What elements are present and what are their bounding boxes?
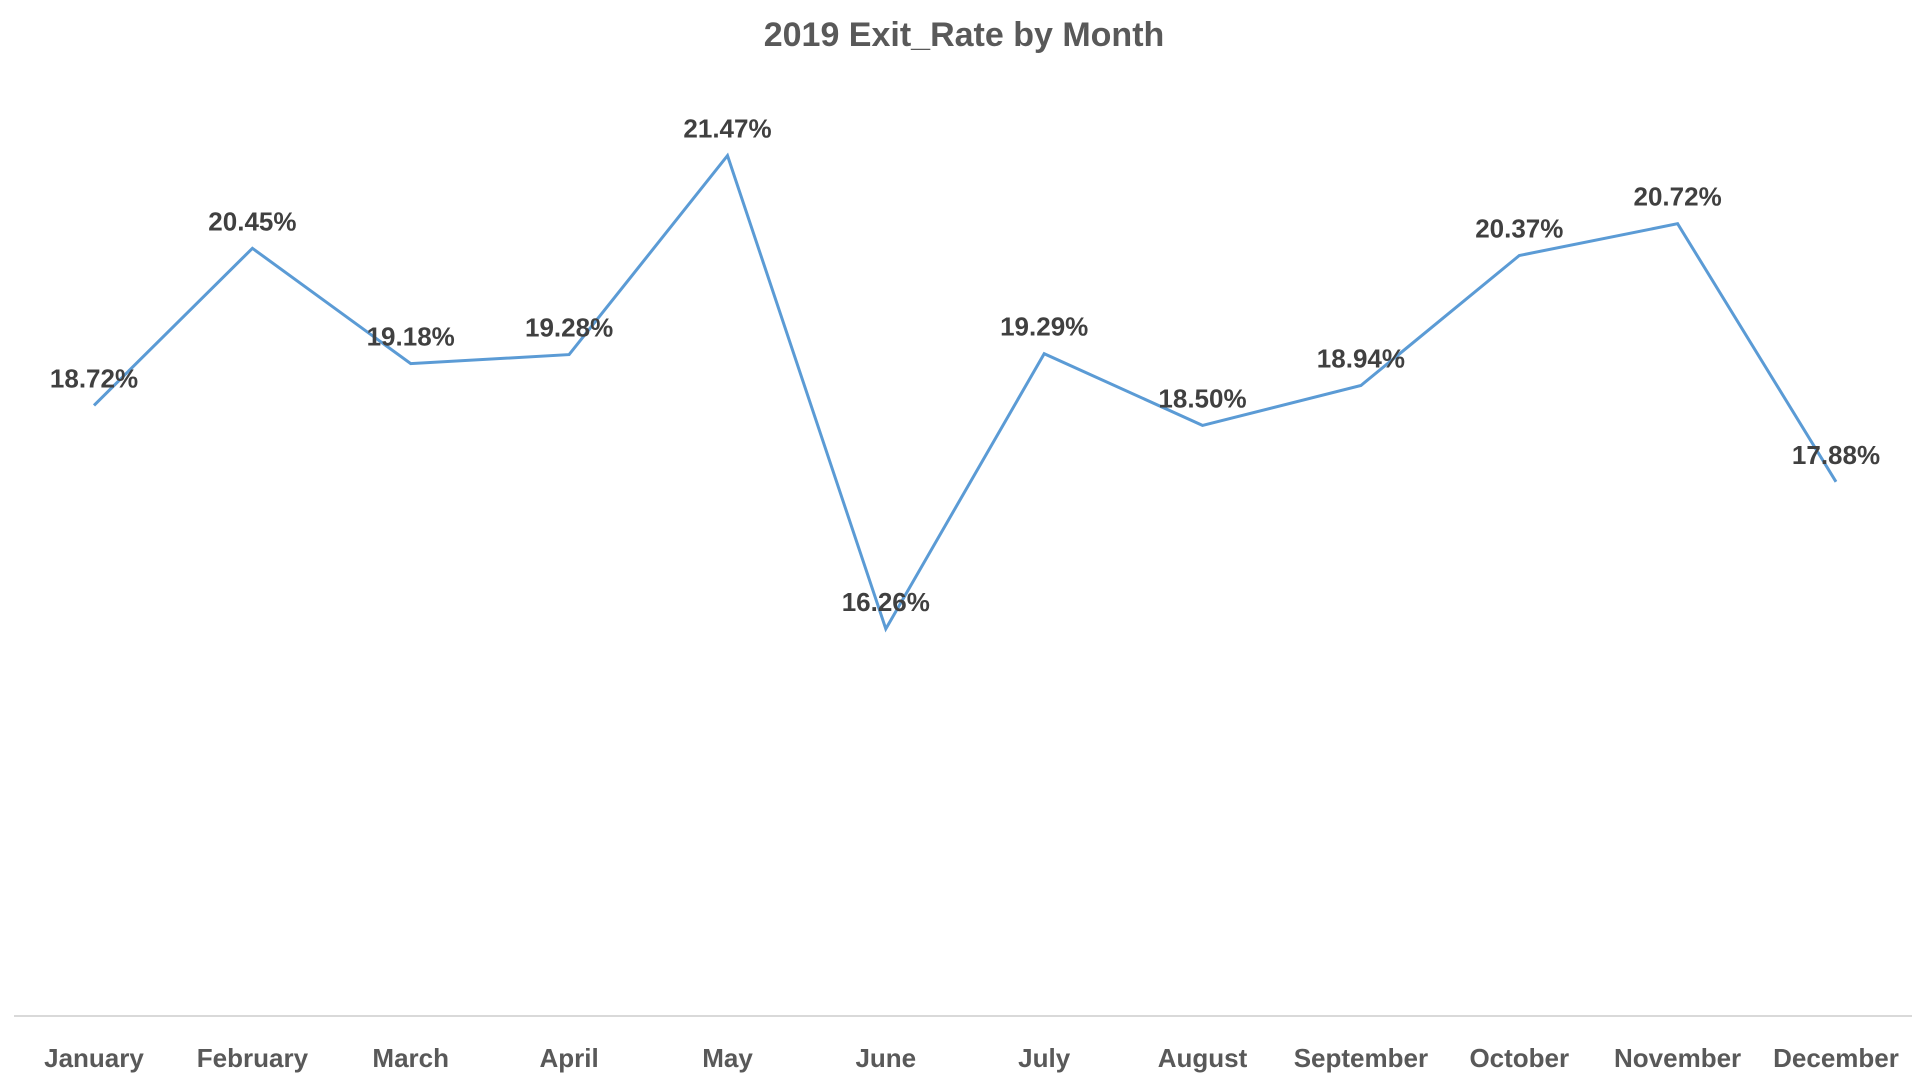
chart-title: 2019 Exit_Rate by Month xyxy=(764,16,1165,54)
data-label: 20.37% xyxy=(1475,214,1563,244)
data-labels: 18.72% 20.45% 19.18% 19.28% 21.47% 16.26% 19.2… xyxy=(50,114,1880,617)
x-tick-label: December xyxy=(1773,1043,1899,1073)
x-tick-label: November xyxy=(1614,1043,1741,1073)
x-tick-label: January xyxy=(44,1043,144,1073)
data-label: 17.88% xyxy=(1792,440,1880,470)
x-tick-label: February xyxy=(197,1043,309,1073)
x-tick-label: June xyxy=(855,1043,916,1073)
x-tick-label: September xyxy=(1294,1043,1428,1073)
x-tick-label: August xyxy=(1158,1043,1248,1073)
data-label: 18.72% xyxy=(50,363,138,393)
data-label: 16.26% xyxy=(842,587,930,617)
series-line-exit-rate xyxy=(92,152,1838,633)
x-tick-label: July xyxy=(1018,1043,1071,1073)
x-tick-label: May xyxy=(702,1043,753,1073)
x-tick-label: March xyxy=(372,1043,449,1073)
data-label: 18.94% xyxy=(1317,344,1405,374)
x-axis-tick-labels: January February March April May June July Augu… xyxy=(44,1043,1899,1073)
x-tick-label: April xyxy=(539,1043,598,1073)
data-label: 20.45% xyxy=(208,206,296,236)
data-label: 19.29% xyxy=(1000,312,1088,342)
data-label: 19.28% xyxy=(525,313,613,343)
data-label: 21.47% xyxy=(683,114,771,144)
x-tick-label: October xyxy=(1469,1043,1569,1073)
data-label: 20.72% xyxy=(1634,182,1722,212)
data-label: 18.50% xyxy=(1158,383,1246,413)
data-label: 19.18% xyxy=(367,322,455,352)
